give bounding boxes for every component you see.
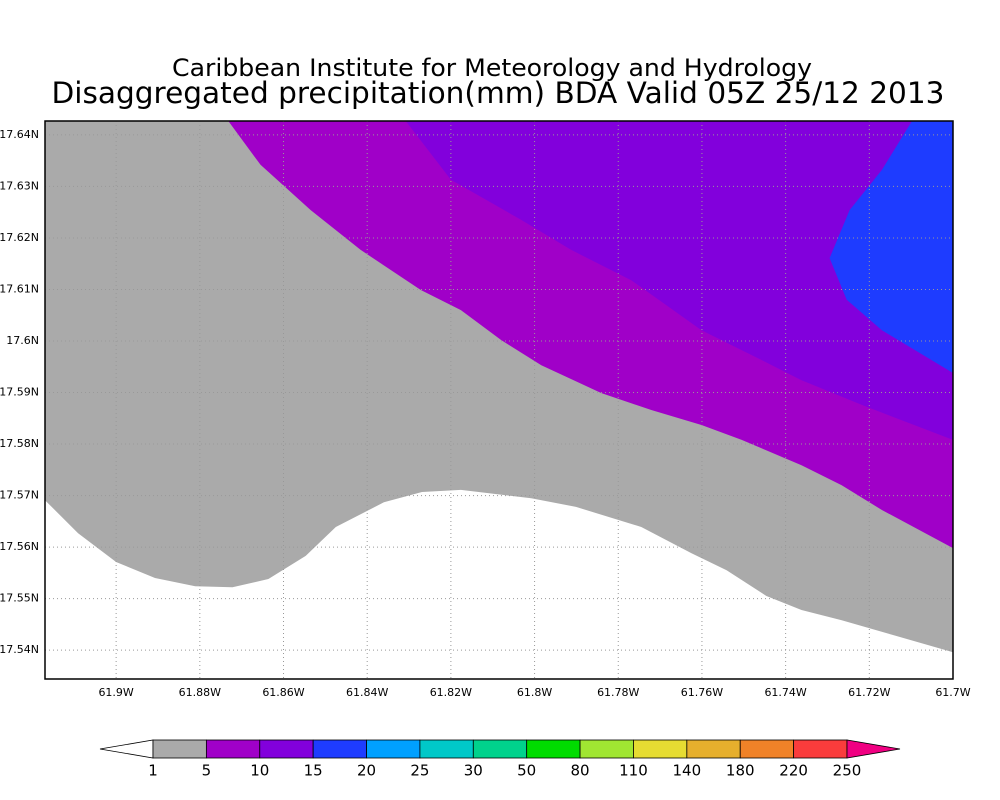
colorbar-arrow [846, 739, 901, 759]
x-tick-label: 61.76W [681, 686, 723, 699]
y-tick-label: 17.57N [0, 489, 39, 502]
colorbar-segment [526, 739, 581, 759]
grid: 61.9W 61.88W 61.86W 61.84W 61.82W 61.8W 61.78W… [0, 121, 971, 699]
colorbar-segment [472, 739, 528, 759]
contour-region [829, 121, 953, 373]
colorbar-label: 20 [357, 762, 376, 780]
colorbar-segment [793, 739, 848, 759]
colorbar-segment [259, 739, 314, 759]
colorbar: 1 5 10 15 20 25 30 50 80 110 140 180 220 250 [99, 739, 901, 780]
colorbar-segment [152, 739, 207, 759]
colorbar-label: 10 [250, 762, 269, 780]
colorbar-label: 50 [517, 762, 536, 780]
y-tick-label: 17.54N [0, 643, 39, 656]
y-tick-label: 17.64N [0, 128, 39, 141]
x-tick-label: 61.72W [848, 686, 890, 699]
colorbar-label: 25 [410, 762, 429, 780]
colorbar-segment [686, 739, 741, 759]
colorbar-segment [739, 739, 795, 759]
colorbar-label: 180 [726, 762, 755, 780]
colorbar-label: 15 [304, 762, 323, 780]
colorbar-label: 1 [148, 762, 158, 780]
x-tick-label: 61.88W [179, 686, 221, 699]
x-tick-label: 61.78W [597, 686, 639, 699]
colorbar-segment [579, 739, 634, 759]
y-tick-label: 17.56N [0, 540, 39, 553]
chart-title: Caribbean Institute for Meteorology and … [172, 54, 812, 82]
chart-subtitle: Disaggregated precipitation(mm) BDA Vali… [52, 76, 945, 110]
x-tick-label: 61.84W [346, 686, 388, 699]
colorbar-segment [633, 739, 688, 759]
y-tick-label: 17.55N [0, 592, 39, 605]
colorbar-arrow [99, 739, 154, 759]
colorbar-label: 5 [202, 762, 212, 780]
x-tick-label: 61.9W [98, 686, 133, 699]
colorbar-label: 110 [619, 762, 648, 780]
y-tick-label: 17.59N [0, 386, 39, 399]
colorbar-label: 220 [779, 762, 808, 780]
colorbar-segment [366, 739, 421, 759]
contour-region [405, 121, 953, 440]
colorbar-label: 80 [571, 762, 590, 780]
x-tick-label: 61.82W [430, 686, 472, 699]
x-tick-label: 61.7W [935, 686, 970, 699]
y-tick-label: 17.63N [0, 179, 39, 192]
x-tick-label: 61.86W [262, 686, 304, 699]
colorbar-label: 250 [833, 762, 862, 780]
colorbar-label: 140 [673, 762, 702, 780]
x-tick-label: 61.74W [764, 686, 806, 699]
y-tick-label: 17.61N [0, 282, 39, 295]
y-tick-label: 17.6N [6, 334, 39, 347]
colorbar-segment [205, 739, 261, 759]
y-tick-label: 17.58N [0, 437, 39, 450]
x-tick-label: 61.8W [517, 686, 552, 699]
colorbar-segment [312, 739, 367, 759]
y-tick-label: 17.62N [0, 231, 39, 244]
colorbar-segment [419, 739, 474, 759]
plot-frame [44, 120, 954, 680]
colorbar-label: 30 [464, 762, 483, 780]
plot-area [45, 121, 953, 653]
